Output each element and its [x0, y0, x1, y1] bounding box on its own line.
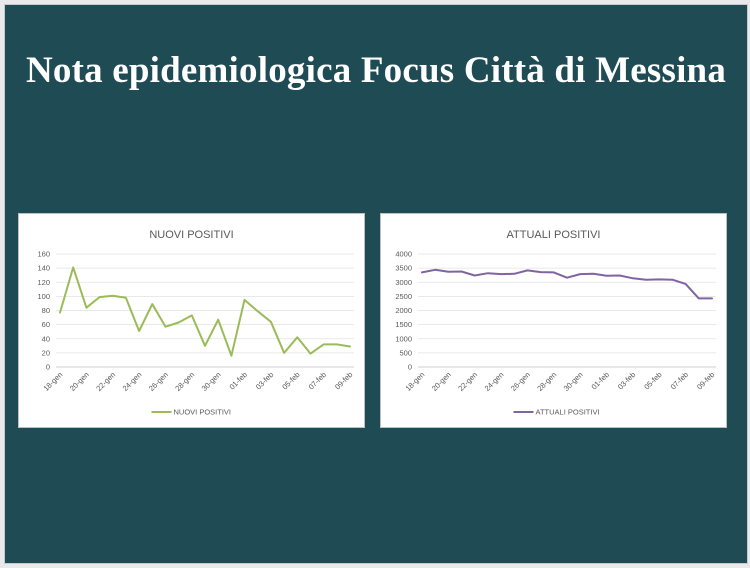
x-tick-label: 18-gen — [404, 370, 427, 393]
y-tick-label: 120 — [37, 278, 50, 287]
x-tick-label: 03-feb — [254, 370, 275, 391]
y-tick-label: 40 — [42, 334, 50, 343]
x-tick-label: 24-gen — [121, 370, 144, 393]
x-tick-label: 01-feb — [228, 370, 249, 391]
x-tick-label: 22-gen — [456, 370, 479, 393]
x-tick-label: 05-feb — [642, 370, 663, 391]
y-tick-label: 60 — [42, 320, 50, 329]
chart-attuali-positivi: ATTUALI POSITIVI 0 500 1000 1500 2000 2500 3000… — [395, 229, 716, 417]
x-tick-label: 30-gen — [562, 370, 585, 393]
x-tick-label: 24-gen — [483, 370, 506, 393]
chart-card-attuali-positivi: ATTUALI POSITIVI 0 500 1000 1500 2000 2500 3000… — [380, 213, 727, 428]
y-tick-label: 4000 — [395, 250, 412, 259]
legend-label: ATTUALI POSITIVI — [536, 408, 600, 417]
x-tick-label: 01-feb — [590, 370, 611, 391]
y-tick-label: 0 — [46, 363, 50, 372]
y-tick-label: 2500 — [395, 292, 412, 301]
series-line-attuali-positivi — [421, 268, 713, 300]
y-tick-label: 2000 — [395, 306, 412, 315]
x-tick-label: 05-feb — [280, 370, 301, 391]
x-tick-label: 20-gen — [68, 370, 91, 393]
x-tick-label: 07-feb — [669, 370, 690, 391]
y-tick-label: 20 — [42, 348, 50, 357]
chart-card-nuovi-positivi: NUOVI POSITIVI 0 20 40 60 80 100 120 140 160 18-ge… — [18, 213, 365, 428]
legend-label: NUOVI POSITIVI — [174, 408, 232, 417]
x-tick-label: 03-feb — [616, 370, 637, 391]
x-tick-label: 22-gen — [94, 370, 117, 393]
x-tick-label: 09-feb — [333, 370, 354, 391]
y-tick-label: 1000 — [395, 334, 412, 343]
series-line-nuovi-positivi — [59, 266, 351, 357]
x-tick-label: 28-gen — [173, 370, 196, 393]
x-tick-label: 07-feb — [307, 370, 328, 391]
x-tick-label: 20-gen — [430, 370, 453, 393]
x-tick-label: 30-gen — [200, 370, 223, 393]
y-tick-label: 140 — [37, 264, 50, 273]
y-tick-label: 100 — [37, 292, 50, 301]
x-tick-label: 26-gen — [509, 370, 532, 393]
y-tick-label: 0 — [408, 363, 412, 372]
y-tick-label: 3500 — [395, 264, 412, 273]
y-tick-label: 3000 — [395, 278, 412, 287]
x-tick-label: 28-gen — [535, 370, 558, 393]
chart-title-attuali-positivi: ATTUALI POSITIVI — [507, 229, 601, 241]
chart-nuovi-positivi: NUOVI POSITIVI 0 20 40 60 80 100 120 140 160 18-ge… — [37, 229, 354, 417]
x-tick-label: 09-feb — [695, 370, 716, 391]
y-tick-label: 500 — [399, 348, 412, 357]
slide-title: Nota epidemiologica Focus Città di Messi… — [25, 50, 727, 91]
y-tick-label: 1500 — [395, 320, 412, 329]
y-tick-label: 80 — [42, 306, 50, 315]
chart-title-nuovi-positivi: NUOVI POSITIVI — [149, 229, 233, 241]
y-tick-label: 160 — [37, 250, 50, 259]
x-tick-label: 18-gen — [42, 370, 65, 393]
x-tick-label: 26-gen — [147, 370, 170, 393]
